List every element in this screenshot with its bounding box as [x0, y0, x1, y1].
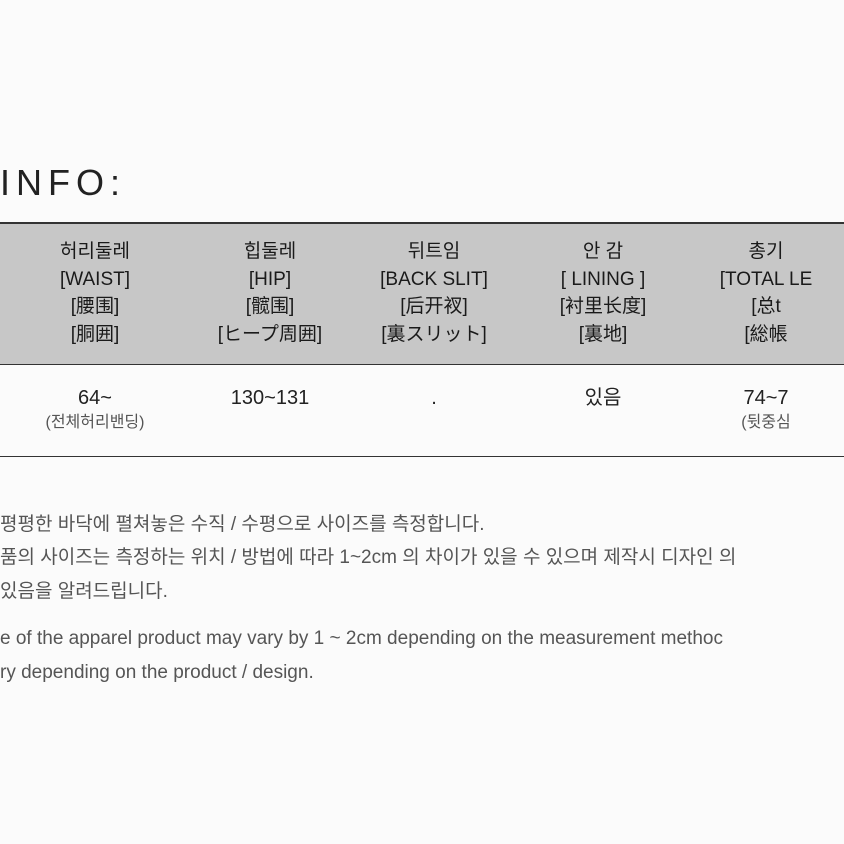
header-text: [总t — [692, 293, 840, 321]
col-header-total-length: 총기 [TOTAL LE [总t [総帳 — [688, 224, 844, 364]
header-text: [后开衩] — [354, 293, 514, 321]
cell-value: 130~131 — [194, 385, 346, 412]
note-line: 품의 사이즈는 측정하는 위치 / 방법에 따라 1~2cm 의 차이가 있을 … — [0, 543, 844, 572]
header-text: [TOTAL LE — [692, 266, 840, 294]
header-text: [衬里长度] — [522, 293, 684, 321]
size-table: 허리둘레 [WAIST] [腰围] [胴囲] 힙둘레 [HIP] [髋围] [ヒ… — [0, 222, 844, 457]
section-title: INFO: — [0, 162, 126, 204]
header-text: 뒤트임 — [354, 238, 514, 266]
header-text: [ LINING ] — [522, 266, 684, 294]
cell-value: . — [354, 385, 514, 412]
cell-sub: (뒷중심 — [692, 412, 840, 434]
header-text: [髋围] — [194, 293, 346, 321]
header-text: [裏地] — [522, 321, 684, 349]
measurement-notes: 평평한 바닥에 펼쳐놓은 수직 / 수평으로 사이즈를 측정합니다. 품의 사이… — [0, 510, 844, 691]
cell-value: 있음 — [522, 385, 684, 412]
note-line: e of the apparel product may vary by 1 ~… — [0, 624, 844, 653]
header-text: [胴囲] — [4, 321, 186, 349]
header-text: [BACK SLIT] — [354, 266, 514, 294]
cell-lining: 있음 — [518, 365, 688, 456]
header-text: [総帳 — [692, 321, 840, 349]
cell-backslit: . — [350, 365, 518, 456]
header-text: 허리둘레 — [4, 238, 186, 266]
cell-waist: 64~ (전체허리밴딩) — [0, 365, 190, 456]
cell-total-length: 74~7 (뒷중심 — [688, 365, 844, 456]
header-text: 힙둘레 — [194, 238, 346, 266]
table-data-row: 64~ (전체허리밴딩) 130~131 . 있음 74~7 (뒷중심 — [0, 364, 844, 456]
cell-sub: (전체허리밴딩) — [4, 412, 186, 434]
spacer — [0, 610, 844, 624]
note-line: 평평한 바닥에 펼쳐놓은 수직 / 수평으로 사이즈를 측정합니다. — [0, 510, 844, 539]
size-info-page: INFO: 허리둘레 [WAIST] [腰围] [胴囲] 힙둘레 [HIP] [… — [0, 0, 844, 844]
header-text: [WAIST] — [4, 266, 186, 294]
col-header-backslit: 뒤트임 [BACK SLIT] [后开衩] [裏スリット] — [350, 224, 518, 364]
header-text: 안 감 — [522, 238, 684, 266]
col-header-lining: 안 감 [ LINING ] [衬里长度] [裏地] — [518, 224, 688, 364]
header-text: 총기 — [692, 238, 840, 266]
cell-value: 64~ — [4, 385, 186, 412]
note-line: 있음을 알려드립니다. — [0, 577, 844, 606]
cell-value: 74~7 — [692, 385, 840, 412]
col-header-hip: 힙둘레 [HIP] [髋围] [ヒープ周囲] — [190, 224, 350, 364]
col-header-waist: 허리둘레 [WAIST] [腰围] [胴囲] — [0, 224, 190, 364]
cell-hip: 130~131 — [190, 365, 350, 456]
header-text: [HIP] — [194, 266, 346, 294]
note-line: ry depending on the product / design. — [0, 658, 844, 687]
header-text: [腰围] — [4, 293, 186, 321]
table-header-row: 허리둘레 [WAIST] [腰围] [胴囲] 힙둘레 [HIP] [髋围] [ヒ… — [0, 224, 844, 364]
header-text: [ヒープ周囲] — [194, 321, 346, 349]
header-text: [裏スリット] — [354, 321, 514, 349]
